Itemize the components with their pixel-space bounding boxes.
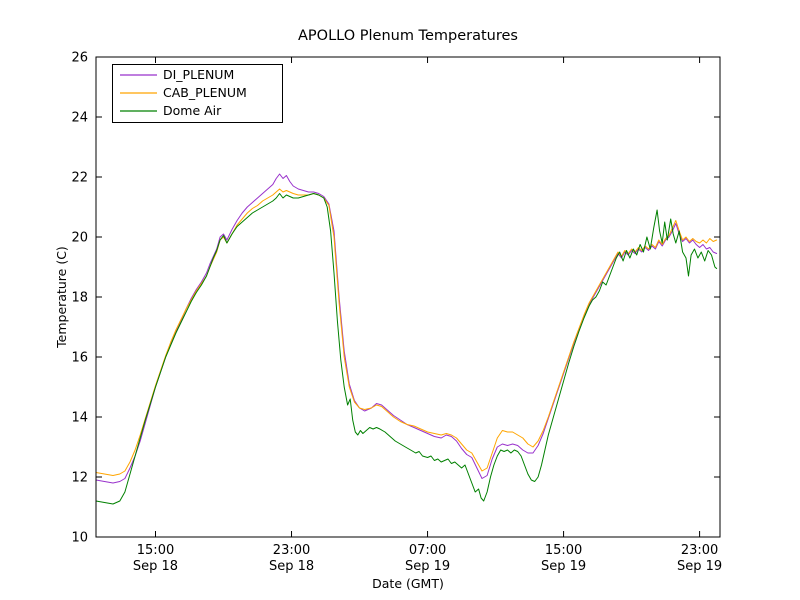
x-tick-label-date: Sep 19	[541, 559, 586, 574]
y-tick-label: 18	[71, 291, 88, 306]
x-tick-label-time: 23:00	[681, 543, 718, 558]
legend-label: CAB_PLENUM	[163, 85, 247, 100]
legend-label: DI_PLENUM	[163, 67, 234, 82]
y-tick-label: 12	[71, 471, 88, 486]
x-tick-label-time: 23:00	[273, 543, 310, 558]
series-line-dome-air	[95, 193, 718, 505]
y-tick-label: 14	[71, 411, 88, 426]
y-axis-ticks: 10 12 14 16 18 20 22 24 26	[71, 51, 720, 546]
legend: DI_PLENUM CAB_PLENUM Dome Air	[112, 64, 283, 123]
y-tick-label: 20	[71, 231, 88, 246]
y-tick-label: 16	[71, 351, 88, 366]
x-tick-label-time: 15:00	[137, 543, 174, 558]
y-axis-label: Temperature (C)	[54, 246, 69, 349]
y-tick-label: 26	[71, 51, 88, 66]
x-tick-label-time: 15:00	[545, 543, 582, 558]
series-line-di-plenum	[95, 173, 718, 484]
plot-border	[95, 56, 721, 538]
y-tick-label: 10	[71, 531, 88, 546]
x-tick-label-time: 07:00	[409, 543, 446, 558]
series-lines	[95, 173, 718, 505]
legend-label: Dome Air	[163, 103, 222, 118]
series-line-cab-plenum	[95, 188, 718, 476]
y-tick-label: 22	[71, 171, 88, 186]
y-tick-label: 24	[71, 111, 88, 126]
chart-title: APOLLO Plenum Temperatures	[298, 28, 518, 44]
x-axis-label: Date (GMT)	[372, 576, 444, 591]
x-tick-label-date: Sep 19	[677, 559, 722, 574]
x-tick-label-date: Sep 18	[133, 559, 178, 574]
x-tick-label-date: Sep 19	[405, 559, 450, 574]
x-tick-label-date: Sep 18	[269, 559, 314, 574]
